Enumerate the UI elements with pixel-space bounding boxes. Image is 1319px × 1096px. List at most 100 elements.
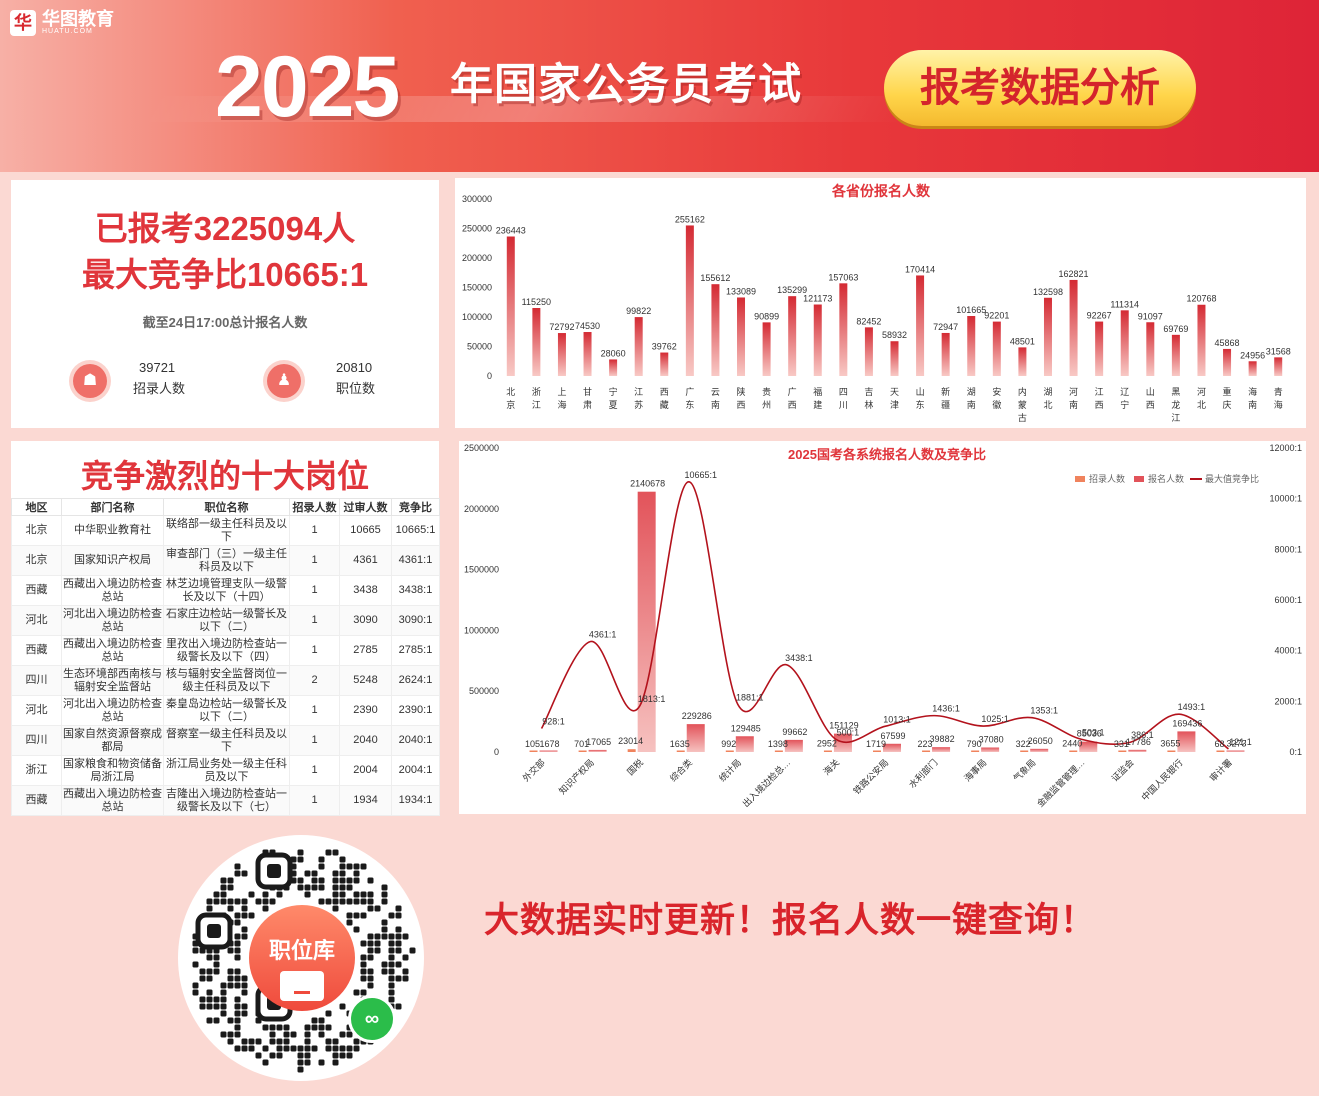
qr-module — [276, 1038, 283, 1045]
ratio-value-label: 10665:1 — [684, 470, 717, 480]
recruit-value-label: 331 — [1114, 739, 1129, 749]
y-tick-label: 250000 — [462, 224, 492, 234]
qr-code[interactable]: 职位库 ∞ — [178, 835, 424, 1081]
recruit-value-label: 1719 — [866, 739, 886, 749]
cell-region: 北京 — [11, 545, 62, 576]
qr-module — [360, 940, 367, 947]
qr-module — [234, 940, 241, 947]
qr-module — [248, 1045, 255, 1052]
qr-module — [234, 870, 241, 877]
qr-module — [346, 863, 353, 870]
qr-module — [318, 884, 325, 891]
qr-module — [227, 975, 234, 982]
x-tick-label: 广西 — [788, 386, 797, 410]
qr-module — [297, 1045, 304, 1052]
qr-module — [402, 975, 409, 982]
qr-module — [304, 870, 311, 877]
qr-module — [360, 898, 367, 905]
x-tick-label: 新疆 — [941, 386, 950, 410]
x-tick-label: 云南 — [711, 387, 720, 410]
qr-module — [346, 1045, 353, 1052]
cell-recruit: 2 — [289, 665, 340, 696]
applied-value-label: 151129 — [829, 721, 858, 731]
y-tick-label: 150000 — [462, 283, 492, 293]
top10-panel: 竞争激烈的十大岗位 地区 部门名称 职位名称 招录人数 过审人数 竞争比 北京中… — [11, 441, 440, 816]
ratio-value-label: 928:1 — [542, 716, 565, 726]
x-tick-label: 海事局 — [962, 757, 989, 784]
bar — [1274, 357, 1283, 376]
qr-center-label: 职位库 — [268, 938, 335, 963]
bar — [1146, 322, 1155, 376]
qr-module — [213, 891, 220, 898]
recruit-bar — [971, 750, 980, 752]
qr-module — [395, 975, 402, 982]
qr-module — [353, 863, 360, 870]
qr-module — [241, 898, 248, 905]
qr-module — [304, 1031, 311, 1038]
qr-module — [283, 1038, 290, 1045]
qr-module — [297, 1059, 304, 1066]
qr-module — [339, 898, 346, 905]
x-tick-label: 江西 — [1095, 387, 1104, 410]
recruit-bar — [529, 750, 538, 752]
qr-module — [332, 877, 339, 884]
system-chart-panel: 2025国考各系统报名人数及竞争比 招录人数 报名人数 最大值竞争比 0 5000… — [459, 441, 1306, 814]
qr-module — [346, 1052, 353, 1059]
qr-module — [234, 996, 241, 1003]
qr-module — [206, 975, 213, 982]
bar — [1018, 347, 1027, 376]
bar-value-label: 133089 — [726, 286, 756, 296]
recruit-bar — [823, 750, 832, 752]
qr-module — [199, 996, 206, 1003]
qr-module — [311, 870, 318, 877]
recruit-bar — [1216, 750, 1225, 752]
x-tick-label: 江苏 — [634, 387, 643, 410]
col-position: 职位名称 — [163, 498, 290, 516]
ratio-value-label: 3438:1 — [785, 653, 813, 663]
cell-dept: 西藏出入境边防检查总站 — [61, 785, 164, 816]
qr-module — [220, 898, 227, 905]
qr-module — [353, 877, 360, 884]
qr-module — [311, 1045, 318, 1052]
qr-module — [262, 905, 269, 912]
cell-position: 浙江局业务处一级主任科员及以下 — [163, 755, 290, 786]
bar — [839, 283, 848, 376]
qr-module — [262, 1045, 269, 1052]
x-tick-label: 金融监管管理… — [1034, 757, 1086, 809]
recruit-bar — [725, 750, 734, 752]
y2-tick-label: 10000:1 — [1269, 494, 1302, 504]
bar — [890, 341, 899, 376]
qr-module — [332, 1059, 339, 1066]
table-header-row: 地区 部门名称 职位名称 招录人数 过审人数 竞争比 — [11, 498, 440, 516]
qr-module — [234, 1045, 241, 1052]
recruit-count: 39721 — [139, 360, 176, 375]
bar — [1197, 304, 1206, 376]
qr-module — [234, 1003, 241, 1010]
ratio-value-label: 503:1 — [1082, 727, 1105, 737]
applied-value-label: 1678 — [540, 739, 560, 749]
qr-module — [234, 919, 241, 926]
qr-module — [255, 1038, 262, 1045]
shop-icon: ☗ — [73, 364, 107, 398]
qr-module — [234, 912, 241, 919]
qr-module — [227, 1031, 234, 1038]
applied-value-label: 85036 — [1077, 729, 1102, 739]
qr-module — [367, 933, 374, 940]
logo[interactable]: 华 华图教育 HUATU.COM — [10, 10, 114, 36]
qr-module — [213, 961, 220, 968]
col-passed: 过审人数 — [339, 498, 392, 516]
x-tick-label: 海南 — [1248, 386, 1257, 410]
ratio-value-label: 121:1 — [1229, 737, 1252, 747]
y-tick-label: 2000000 — [464, 504, 499, 514]
bar — [685, 225, 694, 376]
cell-passed: 2004 — [339, 755, 392, 786]
bar-value-label: 99822 — [626, 306, 651, 316]
x-tick-label: 海关 — [821, 757, 842, 778]
cell-region: 河北 — [11, 695, 62, 726]
recruit-bar — [922, 750, 931, 752]
qr-module — [367, 975, 374, 982]
qr-module — [339, 863, 346, 870]
province-chart-panel: 各省份报名人数 0 50000 100000 150000 200000 250000 30… — [455, 178, 1306, 428]
qr-module — [339, 1045, 346, 1052]
bar — [916, 275, 925, 376]
